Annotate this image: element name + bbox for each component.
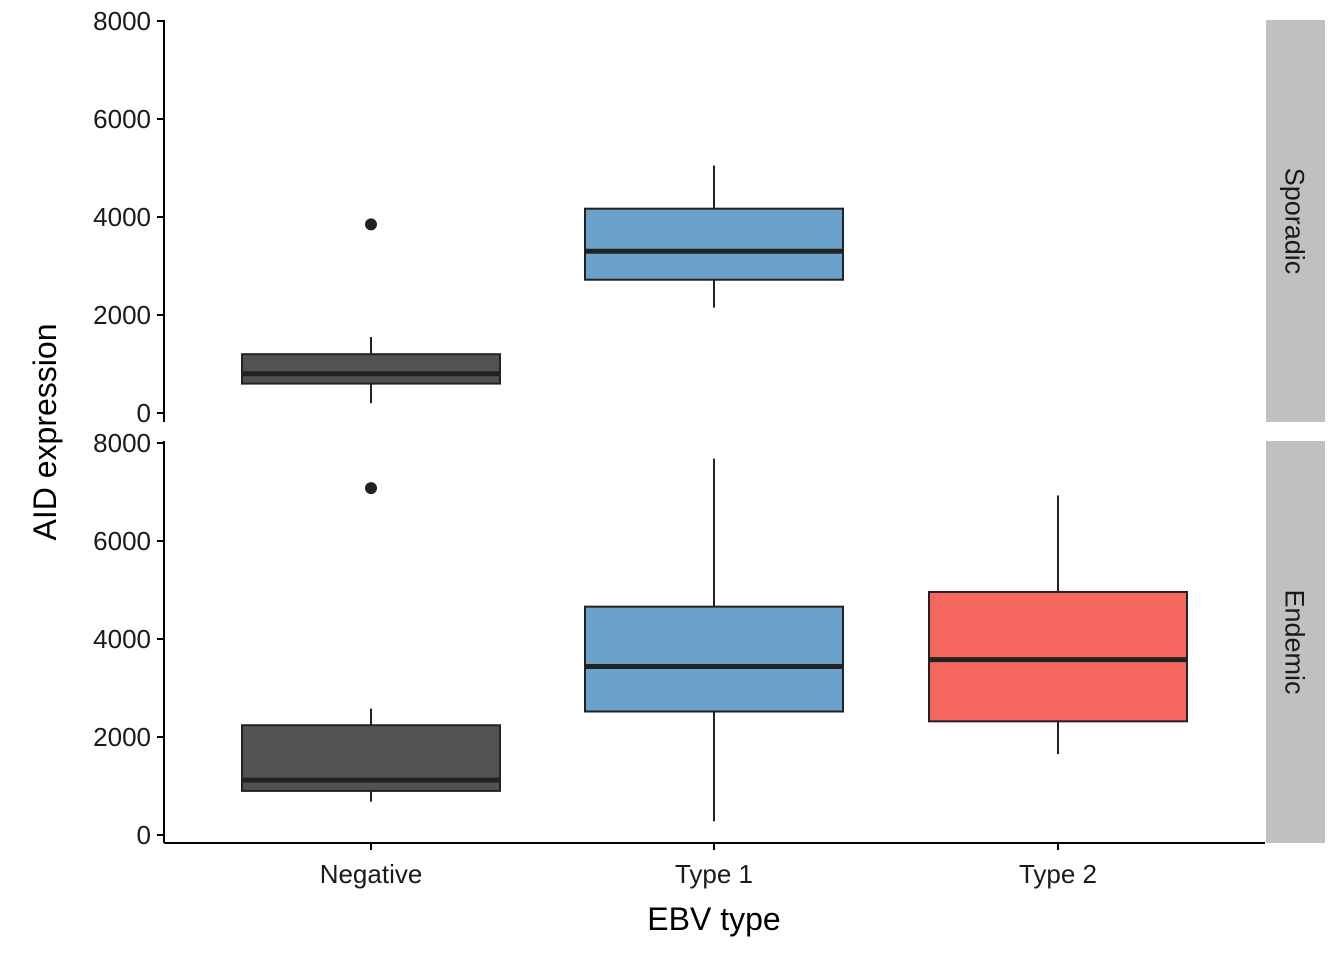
x-tick-label: Type 1	[675, 859, 753, 889]
outlier-point	[365, 482, 377, 495]
box-body	[584, 605, 844, 713]
facet-strip-label: Endemic	[1280, 589, 1310, 694]
box-negative	[241, 218, 501, 404]
y-tick-label: 6000	[93, 526, 151, 556]
box-body	[928, 590, 1188, 723]
y-tick-label: 2000	[93, 300, 151, 330]
y-tick-label: 8000	[93, 428, 151, 458]
y-tick-label: 0	[137, 820, 151, 850]
facet-strip	[1266, 20, 1325, 422]
facet-panel-endemic: 0 2000 4000 6000 8000 Endemic	[93, 428, 1325, 850]
y-tick-label: 0	[137, 398, 151, 428]
outlier-point	[365, 218, 377, 231]
box-type-2	[928, 495, 1188, 755]
y-axis-title: AID expression	[27, 324, 63, 541]
facet-panels: 0 2000 4000 6000 8000 Sporadic 0 2000 4000 6000 80…	[93, 6, 1325, 850]
x-axis: Negative Type 1 Type 2	[164, 842, 1265, 889]
x-axis-title: EBV type	[647, 901, 780, 937]
facet-panel-sporadic: 0 2000 4000 6000 8000 Sporadic	[93, 6, 1325, 428]
box-body	[241, 353, 501, 385]
box-negative	[241, 482, 501, 802]
box-type-1	[584, 165, 844, 308]
y-tick-label: 2000	[93, 722, 151, 752]
box-type-1	[584, 458, 844, 822]
y-tick-label: 6000	[93, 104, 151, 134]
y-tick-label: 4000	[93, 624, 151, 654]
y-tick-label: 4000	[93, 202, 151, 232]
box-body	[584, 207, 844, 281]
facet-strip	[1266, 441, 1325, 843]
x-tick-label: Negative	[320, 859, 423, 889]
x-tick-label: Type 2	[1019, 859, 1097, 889]
y-tick-label: 8000	[93, 6, 151, 36]
facet-strip-label: Sporadic	[1280, 168, 1310, 275]
